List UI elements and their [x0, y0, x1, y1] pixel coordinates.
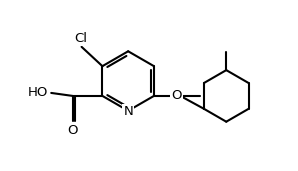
- Text: O: O: [171, 89, 181, 102]
- Text: N: N: [123, 105, 133, 118]
- Text: O: O: [67, 124, 78, 137]
- Text: Cl: Cl: [74, 32, 87, 45]
- Text: HO: HO: [28, 86, 48, 100]
